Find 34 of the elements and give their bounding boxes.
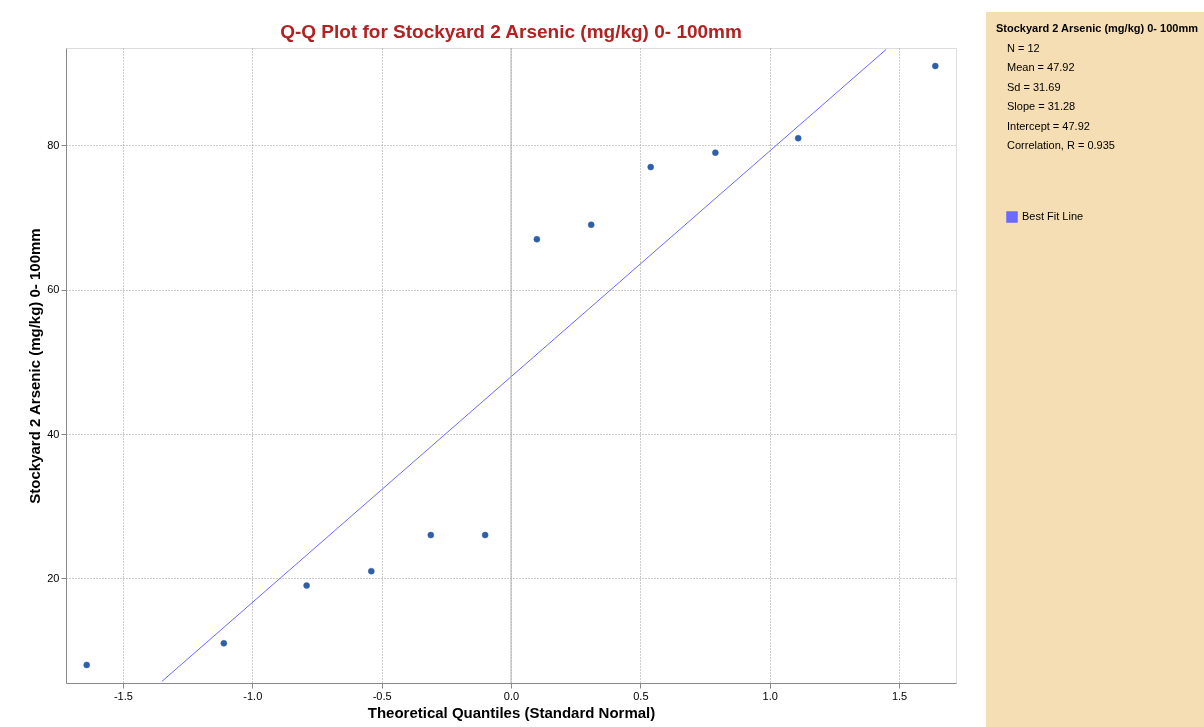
- text: N = 12: [1007, 41, 1040, 54]
- x-axis-title: Theoretical Quantiles (Standard Normal): [367, 703, 656, 721]
- point: [303, 582, 310, 589]
- text: Slope = 31.28: [1007, 100, 1076, 112]
- x-tick-label: 0.0: [503, 689, 520, 702]
- point: [647, 163, 654, 171]
- text: Mean = 47.92: [1007, 61, 1075, 73]
- y-tick-label: 20: [47, 571, 60, 584]
- x-tick-label: 1.5: [891, 689, 908, 702]
- point: [533, 235, 541, 243]
- x-tick-label: -0.5: [372, 689, 392, 702]
- x-tick-label: 0.5: [633, 689, 649, 702]
- legend-label: Best Fit Line: [1022, 210, 1084, 222]
- x-tick-label: 1.0: [762, 689, 778, 702]
- point: [712, 149, 719, 156]
- point: [481, 531, 489, 539]
- point: [932, 62, 939, 70]
- text: Intercept = 47.92: [1007, 119, 1090, 132]
- x-tick-label: -1.0: [243, 689, 263, 702]
- point: [587, 221, 595, 229]
- text: Stockyard 2 Arsenic (mg/kg) 0- 100mm: [996, 22, 1199, 34]
- point: [794, 134, 802, 142]
- point: [368, 567, 375, 575]
- x-tick-label: -1.5: [113, 689, 133, 702]
- text: Correlation, R = 0.935: [1007, 139, 1115, 151]
- y-tick-label: 80: [47, 138, 60, 151]
- y-tick-label: 60: [47, 283, 60, 296]
- point: [427, 531, 435, 539]
- point: [220, 640, 228, 647]
- y-axis-title: Stockyard 2 Arsenic (mg/kg) 0- 100mm: [26, 228, 44, 504]
- point: [83, 661, 90, 669]
- y-tick-label: 40: [47, 427, 60, 440]
- text: Sd = 31.69: [1007, 80, 1061, 93]
- chart-title: Q-Q Plot for Stockyard 2 Arsenic (mg/kg) 0- 100mm: [280, 21, 742, 42]
